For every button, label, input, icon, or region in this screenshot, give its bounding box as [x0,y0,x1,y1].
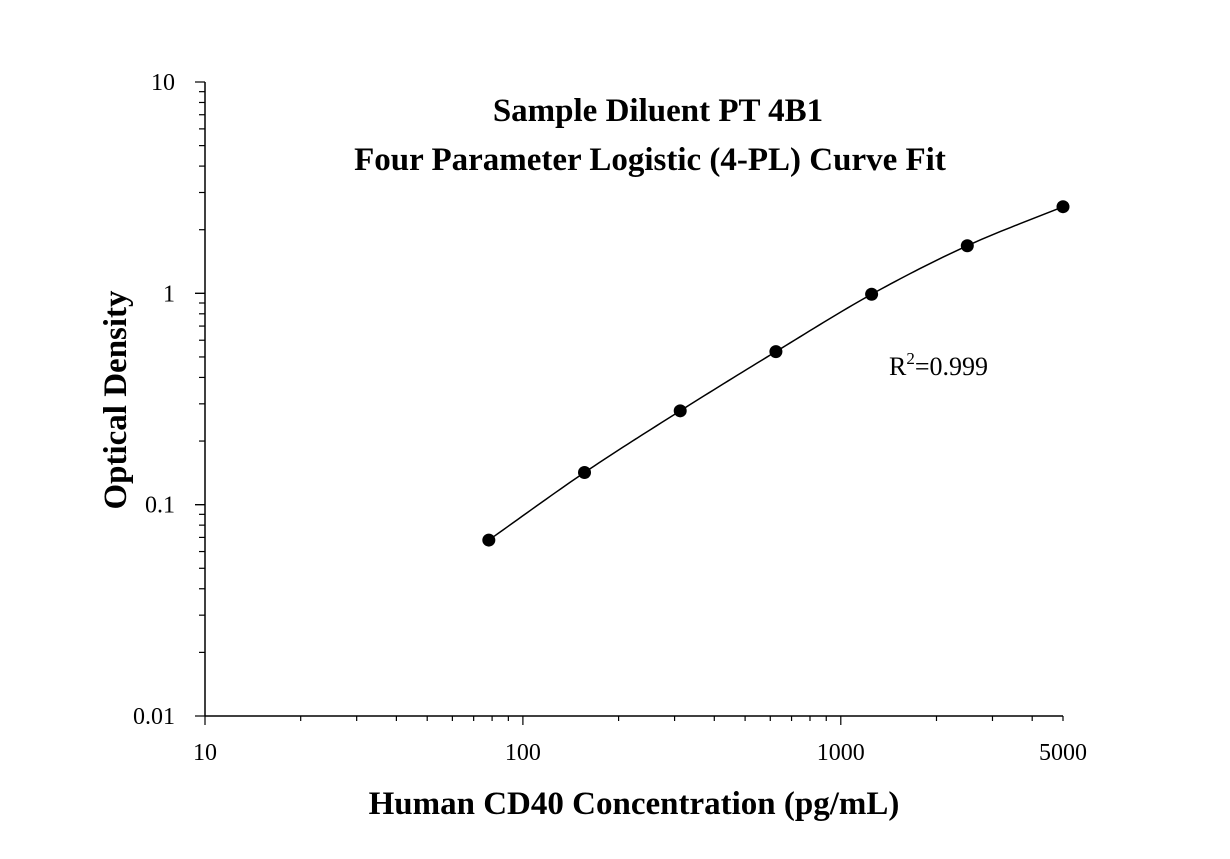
chart-title-line-2: Four Parameter Logistic (4-PL) Curve Fit [354,142,946,178]
data-point [482,533,496,547]
x-tick-label: 5000 [1039,740,1087,766]
data-point [1056,200,1070,214]
x-axis-ticks: 10 100 1000 5000 [193,716,1087,766]
r-squared-superscript: 2 [906,349,915,368]
r-squared-value: =0.999 [915,352,988,381]
data-point [960,239,974,253]
axes [204,82,1063,717]
data-point [578,465,592,479]
x-axis-title: Human CD40 Concentration (pg/mL) [369,786,900,822]
data-points [482,200,1070,547]
y-axis-title: Optical Density [98,290,134,510]
x-tick-label: 1000 [817,740,865,766]
y-tick-label: 1 [163,281,175,307]
r-squared-annotation: R2=0.999 [889,349,988,381]
y-tick-label: 0.1 [145,493,175,519]
x-tick-label: 100 [505,740,541,766]
chart-title-line-1: Sample Diluent PT 4B1 [493,93,823,129]
y-tick-label: 0.01 [133,704,175,730]
y-axis-ticks: 0.01 0.1 1 10 [133,70,205,730]
data-point [865,287,879,301]
x-tick-label: 10 [193,740,217,766]
data-point [769,345,783,359]
y-tick-label: 10 [151,70,175,96]
r-squared-base: R [889,352,907,381]
data-point [673,404,687,418]
